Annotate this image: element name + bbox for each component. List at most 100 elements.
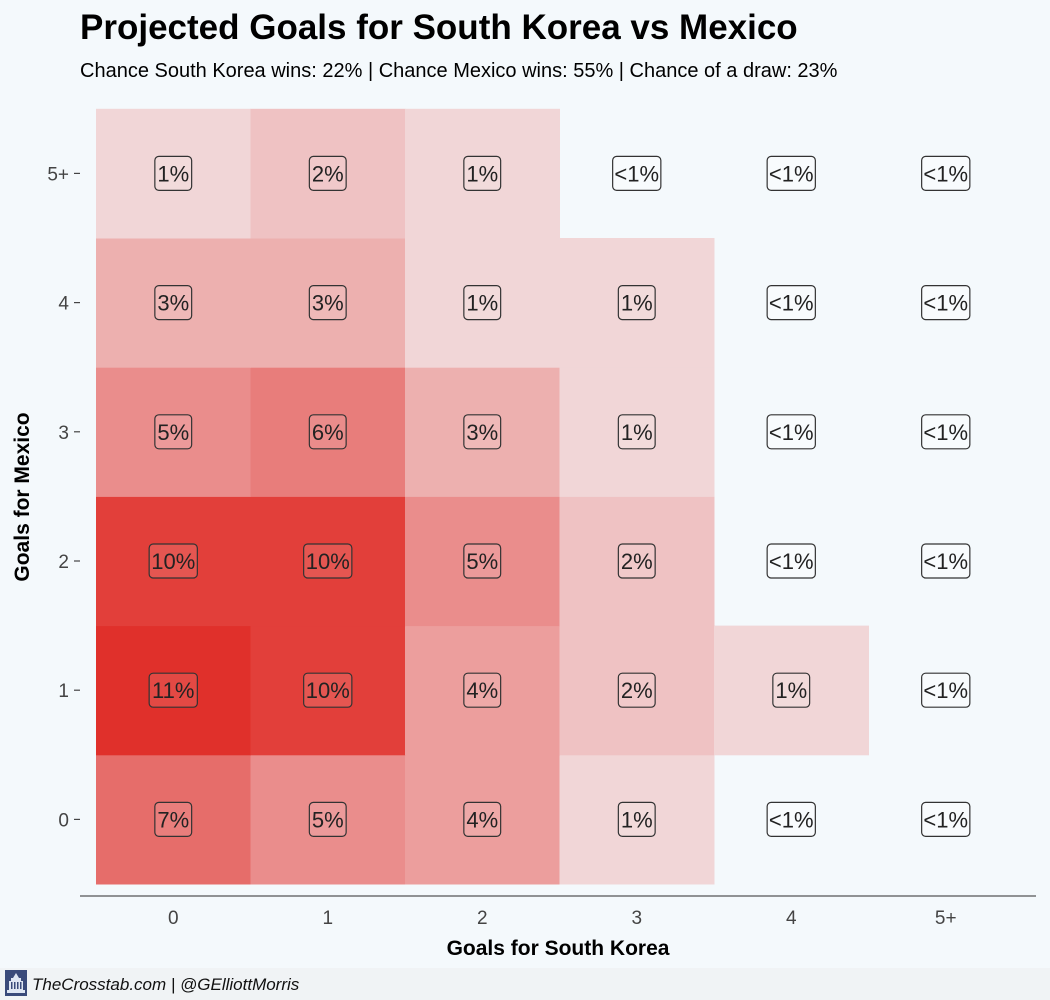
value-label: 2% — [621, 549, 653, 574]
value-label-box — [154, 285, 193, 321]
heatmap-cell — [559, 496, 715, 627]
value-label: 5% — [466, 549, 498, 574]
heatmap-cell — [250, 625, 406, 756]
heatmap-cell — [559, 625, 715, 756]
heatmap-cell — [405, 238, 560, 368]
value-label-box — [921, 801, 971, 838]
value-label: <1% — [769, 549, 814, 574]
value-label: 4% — [466, 678, 498, 703]
value-label-box — [463, 285, 502, 321]
value-label-box — [921, 414, 971, 450]
value-label-box — [463, 414, 502, 450]
value-label-box — [154, 155, 193, 191]
value-label: 4% — [466, 807, 498, 832]
heatmap-value-labels: 7% 5% 4% 1% <1% <1% 11% 10% 4% 2% 1% <1% 10% 10% 5% 2% <… — [148, 155, 971, 838]
value-label: 10% — [306, 678, 350, 703]
heatmap-cell — [559, 367, 715, 497]
value-label: 5% — [157, 420, 189, 445]
value-label-box — [303, 543, 353, 579]
value-label: <1% — [769, 420, 814, 445]
value-label-box — [766, 155, 816, 191]
value-label-box — [148, 672, 198, 708]
value-label: <1% — [923, 291, 968, 316]
value-label: 10% — [306, 549, 350, 574]
value-label: 7% — [157, 807, 189, 832]
value-label-box — [921, 155, 971, 191]
x-axis-label: Goals for South Korea — [447, 937, 670, 960]
heatmap-cell — [559, 754, 715, 885]
value-label-box — [612, 155, 662, 191]
chart-title: Projected Goals for South Korea vs Mexic… — [80, 8, 798, 47]
value-label: 1% — [621, 291, 653, 316]
value-label-box — [303, 672, 353, 708]
value-label-box — [463, 801, 502, 838]
value-label: 6% — [312, 420, 344, 445]
y-tick-label: 3 — [58, 423, 69, 444]
value-label-box — [463, 543, 502, 579]
value-label-box — [617, 672, 656, 708]
value-label-box — [308, 285, 347, 321]
value-label: <1% — [769, 807, 814, 832]
heatmap-cell — [96, 625, 251, 756]
x-axis-ticks: 0 1 2 3 4 5+ — [168, 908, 957, 929]
value-label: 3% — [157, 291, 189, 316]
x-tick-label: 1 — [322, 908, 333, 929]
heatmap-cell — [405, 625, 560, 756]
y-axis-label: Goals for Mexico — [11, 412, 34, 581]
heatmap-cell — [405, 108, 560, 239]
value-label: 1% — [621, 807, 653, 832]
value-label: 2% — [312, 161, 344, 186]
value-label: 1% — [466, 291, 498, 316]
value-label: <1% — [923, 678, 968, 703]
heatmap-cell — [96, 367, 251, 497]
value-label-box — [766, 801, 816, 838]
heatmap-cell — [405, 496, 560, 627]
value-label: <1% — [923, 420, 968, 445]
footer-bar: TheCrosstab.com | @GElliottMorris — [0, 968, 1050, 1000]
value-label: 3% — [466, 420, 498, 445]
value-label-box — [463, 672, 502, 708]
value-label: <1% — [923, 549, 968, 574]
value-label-box — [617, 414, 656, 450]
value-label-box — [921, 672, 971, 708]
value-label-box — [308, 155, 347, 191]
value-label: 5% — [312, 807, 344, 832]
footer-credit: TheCrosstab.com | @GElliottMorris — [32, 975, 300, 994]
chart-subtitle: Chance South Korea wins: 22% | Chance Me… — [80, 60, 838, 82]
heatmap-cell — [250, 754, 406, 885]
x-tick-label: 0 — [168, 908, 179, 929]
value-label: 11% — [152, 678, 194, 703]
x-tick-label: 4 — [786, 908, 797, 929]
x-tick-label: 5+ — [935, 908, 957, 929]
y-tick-label: 0 — [58, 810, 69, 831]
heatmap-cells — [96, 108, 869, 885]
value-label: 1% — [775, 678, 807, 703]
heatmap-cell — [714, 625, 869, 756]
value-label: <1% — [614, 161, 659, 186]
y-tick-label: 5+ — [47, 164, 69, 185]
heatmap-cell — [96, 108, 251, 239]
value-label-box — [921, 543, 971, 579]
value-label: 10% — [151, 549, 195, 574]
value-label-box — [921, 285, 971, 321]
value-label: 3% — [312, 291, 344, 316]
value-label-box — [308, 414, 347, 450]
heatmap-cell — [405, 754, 560, 885]
heatmap-cell — [96, 238, 251, 368]
value-label-box — [766, 285, 816, 321]
heatmap-cell — [405, 367, 560, 497]
heatmap-chart: 7% 5% 4% 1% <1% <1%11% 10% 4% 2% 1% <1%10% 10% 5% 2% <… — [11, 108, 1036, 960]
value-label-box — [154, 414, 193, 450]
value-label: 1% — [157, 161, 189, 186]
x-tick-label: 3 — [631, 908, 642, 929]
value-label-box — [617, 801, 656, 838]
heatmap-cell — [96, 754, 251, 885]
value-label: <1% — [923, 807, 968, 832]
value-label-box — [308, 801, 347, 838]
value-label-box — [766, 414, 816, 450]
heatmap-cell — [250, 367, 406, 497]
y-tick-label: 1 — [58, 681, 69, 702]
x-tick-label: 2 — [477, 908, 488, 929]
value-label: <1% — [769, 161, 814, 186]
value-label-box — [148, 543, 198, 579]
